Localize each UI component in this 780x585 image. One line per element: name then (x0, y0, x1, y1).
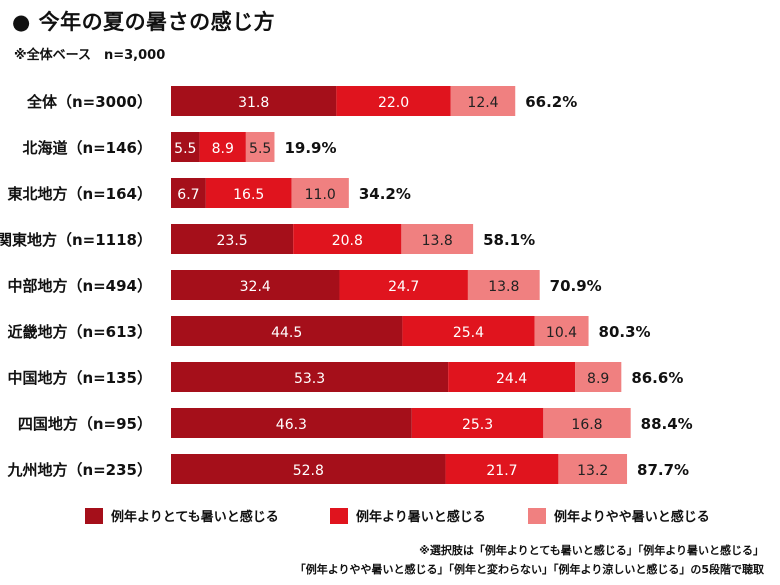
bar-segment-very-hot (171, 316, 403, 346)
bar-value-label: 44.5 (271, 325, 302, 341)
bar-segment-very-hot (171, 224, 294, 254)
bar-value-label: 32.4 (240, 279, 271, 295)
bar-value-label: 31.8 (238, 95, 269, 111)
bar-segment-very-hot (171, 270, 340, 300)
bar-value-label: 6.7 (177, 187, 199, 203)
bar-value-label: 24.4 (496, 371, 527, 387)
bar-value-label: 20.8 (332, 233, 363, 249)
bar-value-label: 5.5 (249, 141, 271, 157)
total-label: 87.7% (637, 461, 689, 479)
bar-segment-slightly-hot (558, 454, 628, 484)
legend-label-hot: 例年より暑いと感じる (356, 510, 486, 525)
category-label: 北海道（n=146） (22, 139, 152, 157)
bar-value-label: 46.3 (276, 417, 307, 433)
bar-value-label: 22.0 (378, 95, 409, 111)
bar-segment-very-hot (171, 454, 446, 484)
bar-segment-hot (411, 408, 544, 438)
bar-segment-slightly-hot (575, 362, 622, 392)
bar-value-label: 13.8 (488, 279, 519, 295)
bar-value-label: 11.0 (305, 187, 336, 203)
bar-value-label: 5.5 (174, 141, 196, 157)
bar-segment-hot (339, 270, 468, 300)
bar-value-label: 53.3 (294, 371, 325, 387)
bar-segment-slightly-hot (450, 86, 516, 116)
category-label: 中国地方（n=135） (7, 369, 152, 387)
total-label: 86.6% (631, 369, 683, 387)
legend-label-very-hot: 例年よりとても暑いと感じる (111, 510, 279, 525)
bar-value-label: 25.3 (462, 417, 493, 433)
bar-segment-slightly-hot (245, 132, 275, 162)
bar-value-label: 23.5 (217, 233, 248, 249)
total-label: 58.1% (483, 231, 535, 249)
bar-value-label: 8.9 (212, 141, 234, 157)
total-label: 19.9% (284, 139, 336, 157)
bar-segment-hot (293, 224, 402, 254)
bar-value-label: 24.7 (388, 279, 419, 295)
bar-value-label: 25.4 (453, 325, 484, 341)
chart-subtitle: ※全体ベース n=3,000 (14, 48, 166, 63)
bar-segment-slightly-hot (291, 178, 349, 208)
bar-segment-hot (199, 132, 246, 162)
bar-segment-very-hot (171, 362, 449, 392)
category-label: 近畿地方（n=613） (7, 323, 152, 341)
bar-segment-very-hot (171, 178, 206, 208)
legend-swatch-slightly-hot (528, 507, 546, 524)
bar-segment-very-hot (171, 86, 337, 116)
legend-item-very-hot: 例年よりとても暑いと感じる (85, 506, 279, 525)
footnote-line-2: 「例年よりやや暑いと感じる」「例年と変わらない」「例年より涼しいと感じる」の5段… (294, 563, 764, 576)
bar-segment-slightly-hot (467, 270, 540, 300)
bar-segment-hot (448, 362, 576, 392)
bar-segment-very-hot (171, 132, 200, 162)
category-label: 関東地方（n=1118） (0, 231, 152, 249)
total-label: 80.3% (599, 323, 651, 341)
bar-value-label: 13.8 (422, 233, 453, 249)
category-label: 中部地方（n=494） (7, 277, 152, 295)
category-label: 東北地方（n=164） (7, 185, 152, 203)
bar-segment-very-hot (171, 408, 412, 438)
bar-value-label: 52.8 (293, 463, 324, 479)
bar-segment-slightly-hot (543, 408, 631, 438)
bar-value-label: 12.4 (467, 95, 498, 111)
bar-value-label: 10.4 (546, 325, 577, 341)
bar-segment-hot (205, 178, 292, 208)
legend-label-slightly-hot: 例年よりやや暑いと感じる (554, 510, 710, 525)
stacked-bar-chart: 全体（n=3000） 31.8 22.0 12.4 66.2% 北海道（n=146） 5.5… (0, 86, 693, 484)
legend-swatch-hot (330, 507, 348, 524)
category-label: 四国地方（n=95） (18, 415, 152, 433)
legend-item-hot: 例年より暑いと感じる (330, 506, 486, 525)
footnote-line-1: ※選択肢は「例年よりとても暑いと感じる」「例年より暑いと感じる」 (419, 544, 764, 557)
bar-segment-hot (402, 316, 535, 346)
chart-legend: 例年よりとても暑いと感じる 例年より暑いと感じる 例年よりやや暑いと感じる (0, 506, 780, 526)
bar-segment-slightly-hot (401, 224, 474, 254)
bar-segment-hot (445, 454, 559, 484)
chart-title: ● 今年の夏の暑さの感じ方 (12, 10, 276, 34)
bar-value-label: 16.5 (233, 187, 264, 203)
category-label: 九州地方（n=235） (6, 461, 152, 479)
category-label: 全体（n=3000） (26, 93, 152, 111)
bar-value-label: 8.9 (587, 371, 609, 387)
bar-value-label: 16.8 (571, 417, 602, 433)
total-label: 66.2% (525, 93, 577, 111)
total-label: 88.4% (641, 415, 693, 433)
bar-value-label: 13.2 (577, 463, 608, 479)
legend-item-slightly-hot: 例年よりやや暑いと感じる (528, 506, 710, 525)
legend-swatch-very-hot (85, 507, 103, 524)
total-label: 70.9% (550, 277, 602, 295)
bar-segment-hot (336, 86, 451, 116)
bar-value-label: 21.7 (486, 463, 517, 479)
total-label: 34.2% (359, 185, 411, 203)
bar-segment-slightly-hot (534, 316, 589, 346)
